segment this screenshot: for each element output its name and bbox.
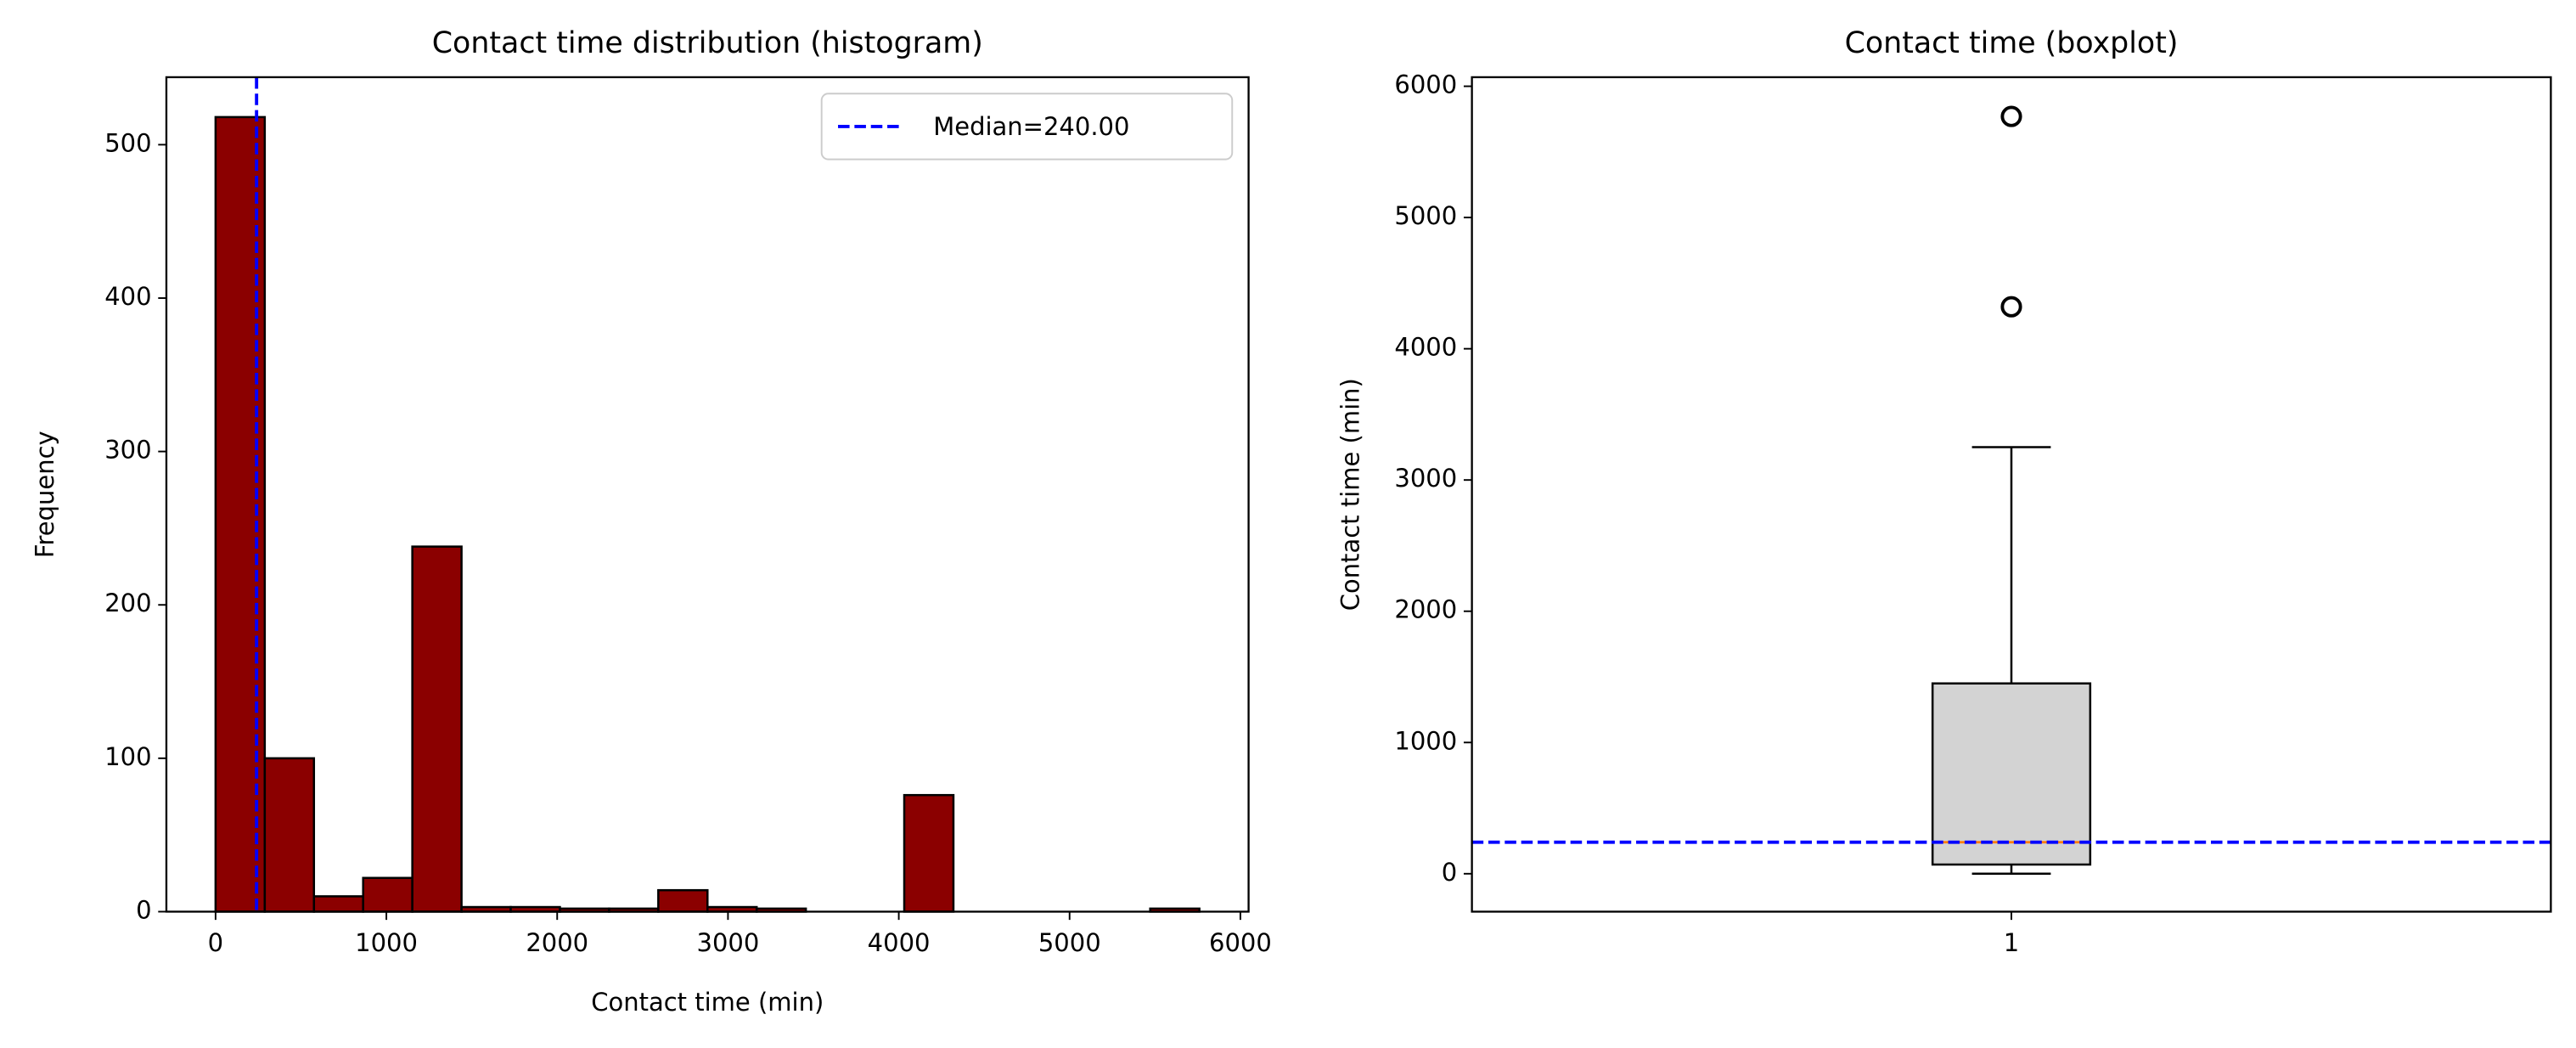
legend-box (820, 93, 1234, 161)
histogram-bar (657, 888, 709, 913)
y-tick-label: 1000 (1394, 726, 1457, 755)
x-tick-label: 0 (208, 928, 223, 957)
y-tick-label: 200 (104, 589, 151, 617)
y-tick-label: 6000 (1394, 70, 1457, 99)
chart-title: Contact time (boxplot) (1845, 26, 2179, 60)
x-tick-label: 5000 (1038, 928, 1101, 957)
outlier (2000, 105, 2022, 127)
y-tick-label: 300 (104, 436, 151, 465)
y-tick-label: 3000 (1394, 464, 1457, 493)
x-tick-label: 1 (2004, 928, 2019, 957)
legend-label: Median=240.00 (933, 112, 1129, 141)
y-tick-label: 5000 (1394, 201, 1457, 230)
y-tick-label: 2000 (1394, 595, 1457, 624)
box (1931, 682, 2092, 866)
histogram-bar (362, 876, 413, 913)
histogram-bar (312, 895, 364, 913)
y-tick-label: 0 (136, 895, 151, 924)
y-tick-label: 0 (1442, 858, 1457, 887)
x-axis-label: Contact time (min) (591, 988, 824, 1017)
axes-frame (165, 76, 1250, 913)
histogram-bar (263, 757, 316, 913)
y-axis-label: Contact time (min) (1336, 378, 1364, 611)
y-tick-label: 100 (104, 742, 151, 771)
axes-frame (1471, 76, 2552, 913)
x-tick-label: 6000 (1209, 928, 1272, 957)
x-tick-label: 4000 (868, 928, 931, 957)
histogram-bar (903, 793, 955, 913)
x-tick-label: 2000 (526, 928, 588, 957)
y-tick-label: 500 (104, 128, 151, 157)
histogram-bar (411, 545, 463, 913)
y-tick-label: 4000 (1394, 333, 1457, 362)
y-tick-label: 400 (104, 282, 151, 311)
x-tick-label: 1000 (355, 928, 418, 957)
chart-title: Contact time distribution (histogram) (432, 26, 983, 60)
y-axis-label: Frequency (31, 431, 59, 558)
x-tick-label: 3000 (697, 928, 760, 957)
outlier (2000, 296, 2022, 318)
